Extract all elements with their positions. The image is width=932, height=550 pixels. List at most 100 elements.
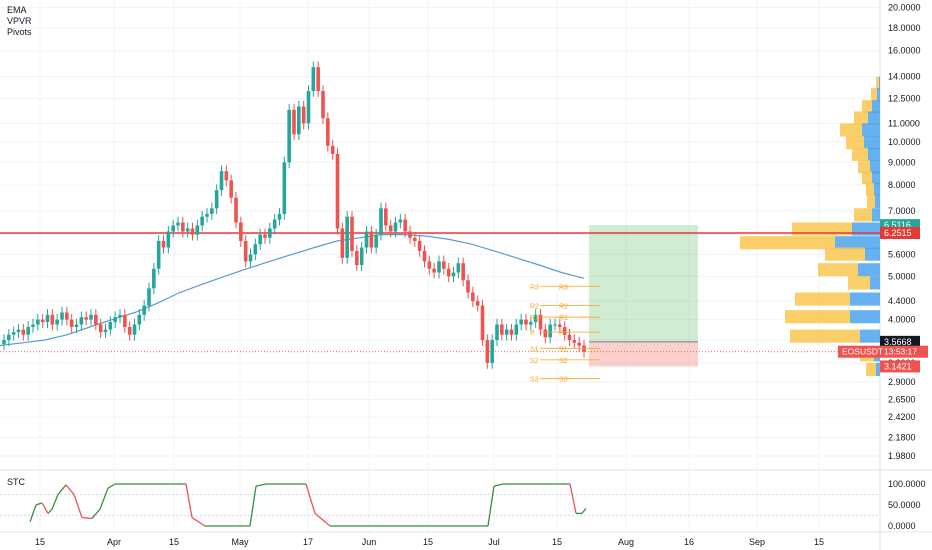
- vp-bar-sell: [854, 111, 868, 125]
- vp-bar-sell: [818, 263, 858, 277]
- candle-body: [562, 327, 567, 335]
- legend-pivots[interactable]: Pivots: [7, 27, 32, 37]
- candle-body: [31, 324, 35, 328]
- time-tick: Apr: [107, 537, 121, 547]
- candle-body: [408, 231, 412, 238]
- pivot-levels: R3 R3 R2 R2 R1 R1 P P S1 S1 S2 S2 S3 S3: [530, 284, 600, 384]
- vp-bar-sell: [740, 236, 835, 250]
- time-axis[interactable]: 15 Apr 15 May 17 Jun 15 Jul 15 Aug 16 Sep 15: [35, 537, 824, 547]
- candle-body: [127, 327, 132, 335]
- candle-body: [36, 319, 40, 325]
- vp-bar-buy: [874, 182, 880, 196]
- vp-bar-buy: [875, 195, 880, 209]
- pivot-label: R1: [530, 315, 539, 322]
- stc-segment: [107, 483, 116, 489]
- candle-body: [40, 319, 45, 323]
- candle-body: [297, 106, 301, 135]
- candle-body: [335, 153, 340, 229]
- legend-ema[interactable]: EMA: [7, 5, 27, 15]
- candle-body: [427, 261, 432, 269]
- candle-body: [490, 340, 494, 363]
- candle-body: [466, 280, 470, 293]
- candle-body: [437, 261, 441, 273]
- price-tick: 18.0000: [888, 23, 921, 33]
- candle-body: [137, 314, 142, 325]
- vp-bar-sell: [825, 247, 865, 261]
- candle-body: [69, 319, 74, 328]
- time-tick: 15: [35, 537, 45, 547]
- vp-bar-buy: [879, 76, 880, 90]
- stc-segment: [569, 483, 577, 514]
- stc-title[interactable]: STC: [7, 477, 25, 487]
- vp-bar-buy: [865, 247, 880, 261]
- time-tick: Sep: [749, 537, 765, 547]
- candle-body: [398, 219, 403, 223]
- candle-body: [26, 327, 30, 335]
- stc-segment: [249, 486, 257, 527]
- vp-bar-buy: [858, 263, 880, 277]
- stc-tick: 50.0000: [888, 500, 921, 510]
- candle-body: [524, 319, 528, 325]
- price-tick: 1.9800: [888, 451, 916, 461]
- price-tick: 14.0000: [888, 72, 921, 82]
- candle-body: [50, 314, 55, 325]
- vp-bar-sell: [795, 292, 850, 306]
- time-tick: 17: [303, 537, 313, 547]
- vp-bar-buy: [872, 171, 880, 185]
- candle-body: [268, 228, 272, 238]
- indicator-legend: EMA VPVR Pivots: [7, 5, 32, 38]
- candle-body: [190, 228, 195, 235]
- legend-vpvr[interactable]: VPVR: [7, 16, 32, 26]
- candle-body: [533, 314, 538, 323]
- candle-body: [529, 322, 533, 325]
- price-label-bg: [880, 335, 920, 348]
- long-position-box[interactable]: [589, 225, 698, 367]
- stc-segment: [51, 494, 59, 510]
- candle-body: [330, 145, 335, 154]
- vp-bar-sell: [858, 160, 870, 174]
- candle-body: [519, 319, 523, 325]
- candle-body: [234, 197, 238, 223]
- candle-body: [55, 319, 59, 325]
- price-tick: 20.0000: [888, 2, 921, 12]
- candle-body: [432, 268, 436, 273]
- candle-body: [224, 171, 229, 181]
- vp-bar-sell: [876, 76, 879, 90]
- pivot-label: R2: [530, 304, 539, 311]
- candle-body: [166, 231, 171, 248]
- pivot-label: S2: [530, 358, 539, 365]
- price-tick: 4.4000: [888, 296, 916, 306]
- price-label: 6.2515: [884, 228, 912, 238]
- candle-body: [253, 244, 258, 255]
- ema-line: [0, 234, 585, 347]
- stc-segment: [41, 502, 49, 514]
- candle-body: [403, 219, 407, 232]
- candle-body: [413, 237, 417, 241]
- candle-body: [548, 324, 552, 338]
- candle-body: [461, 263, 465, 281]
- vp-bar-buy: [860, 329, 880, 343]
- candle-body: [214, 190, 219, 209]
- candle-body: [113, 317, 117, 323]
- pivot-label: S3: [530, 377, 539, 384]
- stc-segment: [73, 494, 83, 518]
- candle-body: [185, 228, 190, 232]
- candle-body: [509, 329, 514, 335]
- candle-body: [123, 314, 127, 328]
- candle-body: [79, 317, 84, 325]
- vp-bar-buy: [835, 236, 880, 250]
- time-tick: 15: [169, 537, 179, 547]
- price-tick: 10.0000: [888, 137, 921, 147]
- vp-bar-buy: [870, 276, 880, 290]
- stc-segment: [29, 504, 37, 523]
- vp-bar-buy: [870, 160, 880, 174]
- pivot-label: R2: [559, 304, 568, 311]
- candle-body: [152, 268, 156, 289]
- candle-body: [311, 67, 316, 92]
- price-tick: 2.1800: [888, 432, 916, 442]
- vp-bar-buy: [868, 147, 880, 161]
- pivot-label: S1: [530, 346, 539, 353]
- candle-body: [350, 216, 354, 251]
- pivot-label: P: [530, 330, 535, 337]
